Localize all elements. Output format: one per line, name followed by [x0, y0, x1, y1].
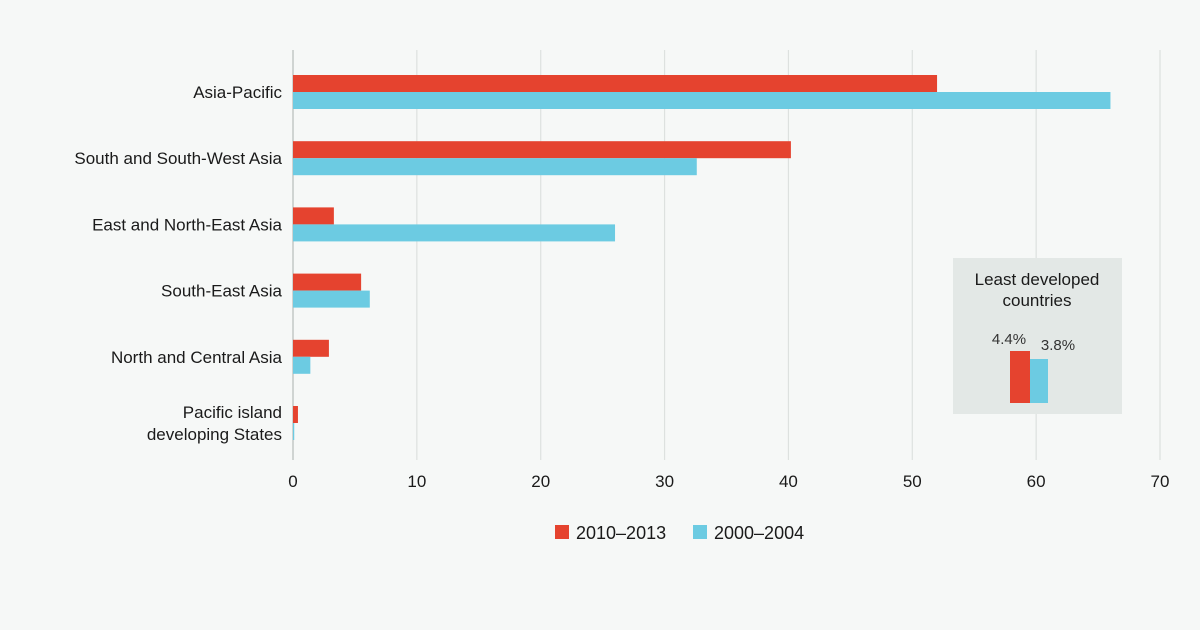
bar-series1-0 [293, 75, 938, 92]
legend-label: 2010–2013 [576, 523, 666, 543]
x-tick-label: 0 [288, 472, 297, 491]
inset-title-line: Least developed [975, 270, 1100, 289]
x-tick-label: 30 [655, 472, 674, 491]
x-tick-labels: 0 10 20 30 40 50 60 70 [288, 472, 1169, 491]
least-developed-inset: Least developed countries 4.4% 3.8% [953, 258, 1122, 414]
bar-series2-1 [293, 158, 697, 176]
inset-value-label: 3.8% [1041, 337, 1075, 354]
category-label: Pacific island [183, 403, 282, 422]
category-label: South-East Asia [161, 282, 283, 301]
inset-value-label: 4.4% [992, 331, 1026, 348]
bar-series2-3 [293, 290, 370, 308]
bars [293, 75, 1111, 440]
bar-series1-2 [293, 207, 334, 225]
x-tick-label: 20 [531, 472, 550, 491]
bar-series1-4 [293, 339, 329, 357]
bar-series2-2 [293, 224, 616, 242]
bar-series2-0 [293, 92, 1111, 109]
bar-series1-5 [293, 406, 298, 423]
x-tick-label: 70 [1151, 472, 1170, 491]
legend-swatch [693, 525, 707, 539]
inset-bar-1 [1010, 351, 1030, 403]
category-label: Asia-Pacific [193, 83, 282, 102]
x-tick-label: 60 [1027, 472, 1046, 491]
x-tick-label: 10 [407, 472, 426, 491]
legend-swatch [555, 525, 569, 539]
legend-label: 2000–2004 [714, 523, 804, 543]
x-tick-label: 50 [903, 472, 922, 491]
category-label: South and South-West Asia [74, 149, 282, 168]
inset-bar-2 [1030, 359, 1048, 403]
category-label: East and North-East Asia [92, 215, 282, 234]
x-tick-label: 40 [779, 472, 798, 491]
inset-title-line: countries [1003, 291, 1072, 310]
category-labels: Asia-Pacific South and South-West Asia Eas… [74, 83, 282, 444]
bar-series1-1 [293, 141, 791, 159]
category-label: developing States [147, 425, 282, 444]
grid-lines [292, 50, 1161, 460]
bar-series1-3 [293, 273, 362, 291]
bar-series2-4 [293, 356, 311, 374]
category-label: North and Central Asia [111, 348, 283, 367]
legend: 2010–2013 2000–2004 [555, 523, 804, 543]
bar-series2-5 [293, 423, 295, 440]
